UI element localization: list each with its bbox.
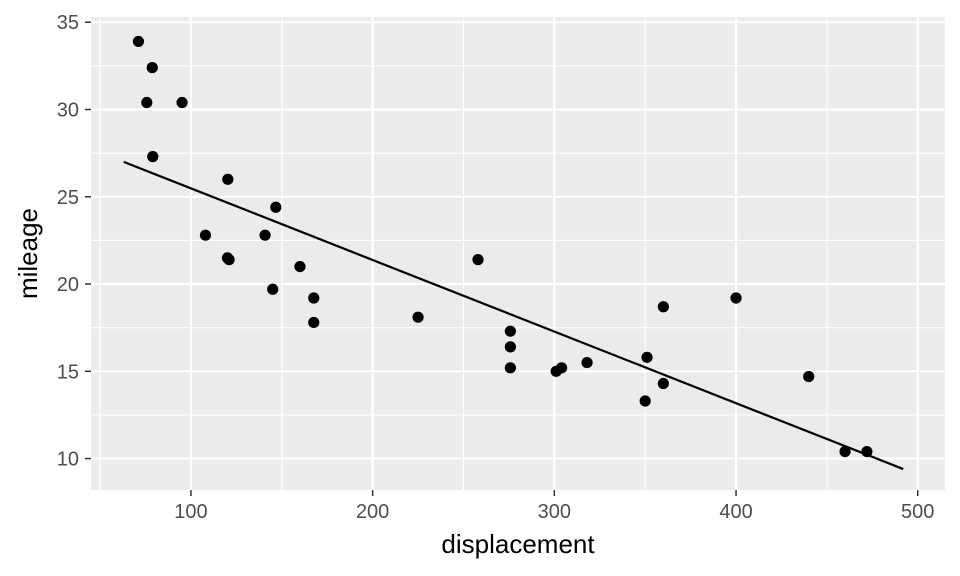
x-axis-title: displacement (441, 529, 595, 559)
y-axis-title: mileage (13, 208, 43, 299)
data-point (141, 96, 153, 109)
y-tick-label: 35 (57, 12, 79, 34)
data-point (657, 377, 669, 390)
x-tick-label: 300 (538, 501, 571, 523)
data-points (132, 35, 873, 458)
y-tick-label: 20 (57, 274, 79, 296)
minor-gridlines (91, 17, 945, 490)
data-point (657, 301, 669, 313)
data-point (222, 173, 234, 185)
y-axis-ticks: 10 15 20 25 30 35 (57, 12, 91, 471)
y-tick-label: 25 (57, 187, 79, 209)
data-point (294, 260, 306, 273)
x-axis-ticks: 100 200 300 400 500 (174, 490, 934, 523)
x-tick-label: 100 (174, 501, 207, 523)
data-point (308, 316, 320, 329)
data-point (556, 362, 568, 374)
data-point (839, 446, 851, 458)
data-point (132, 35, 145, 48)
data-point (259, 229, 271, 241)
data-point (803, 370, 815, 383)
data-point (270, 201, 282, 213)
data-point (639, 395, 651, 407)
data-point (147, 151, 159, 163)
y-tick-label: 15 (57, 361, 79, 383)
x-tick-label: 200 (356, 501, 389, 523)
data-point (412, 311, 424, 323)
plot-panel (91, 17, 945, 490)
data-point (504, 362, 516, 374)
data-point (176, 96, 188, 109)
y-tick-label: 10 (57, 449, 79, 471)
data-point (308, 292, 320, 304)
data-point (641, 351, 653, 363)
data-point (504, 325, 516, 337)
major-gridlines (91, 17, 945, 490)
regression-line (123, 160, 904, 471)
data-point (199, 229, 212, 241)
data-point (223, 254, 235, 266)
x-tick-label: 400 (719, 501, 752, 523)
x-tick-label: 500 (901, 501, 934, 523)
data-point (267, 283, 279, 295)
data-point (472, 254, 484, 266)
data-point (504, 341, 516, 353)
data-point (581, 356, 593, 369)
data-point (146, 62, 158, 74)
data-point (730, 292, 742, 304)
y-tick-label: 30 (57, 100, 79, 122)
